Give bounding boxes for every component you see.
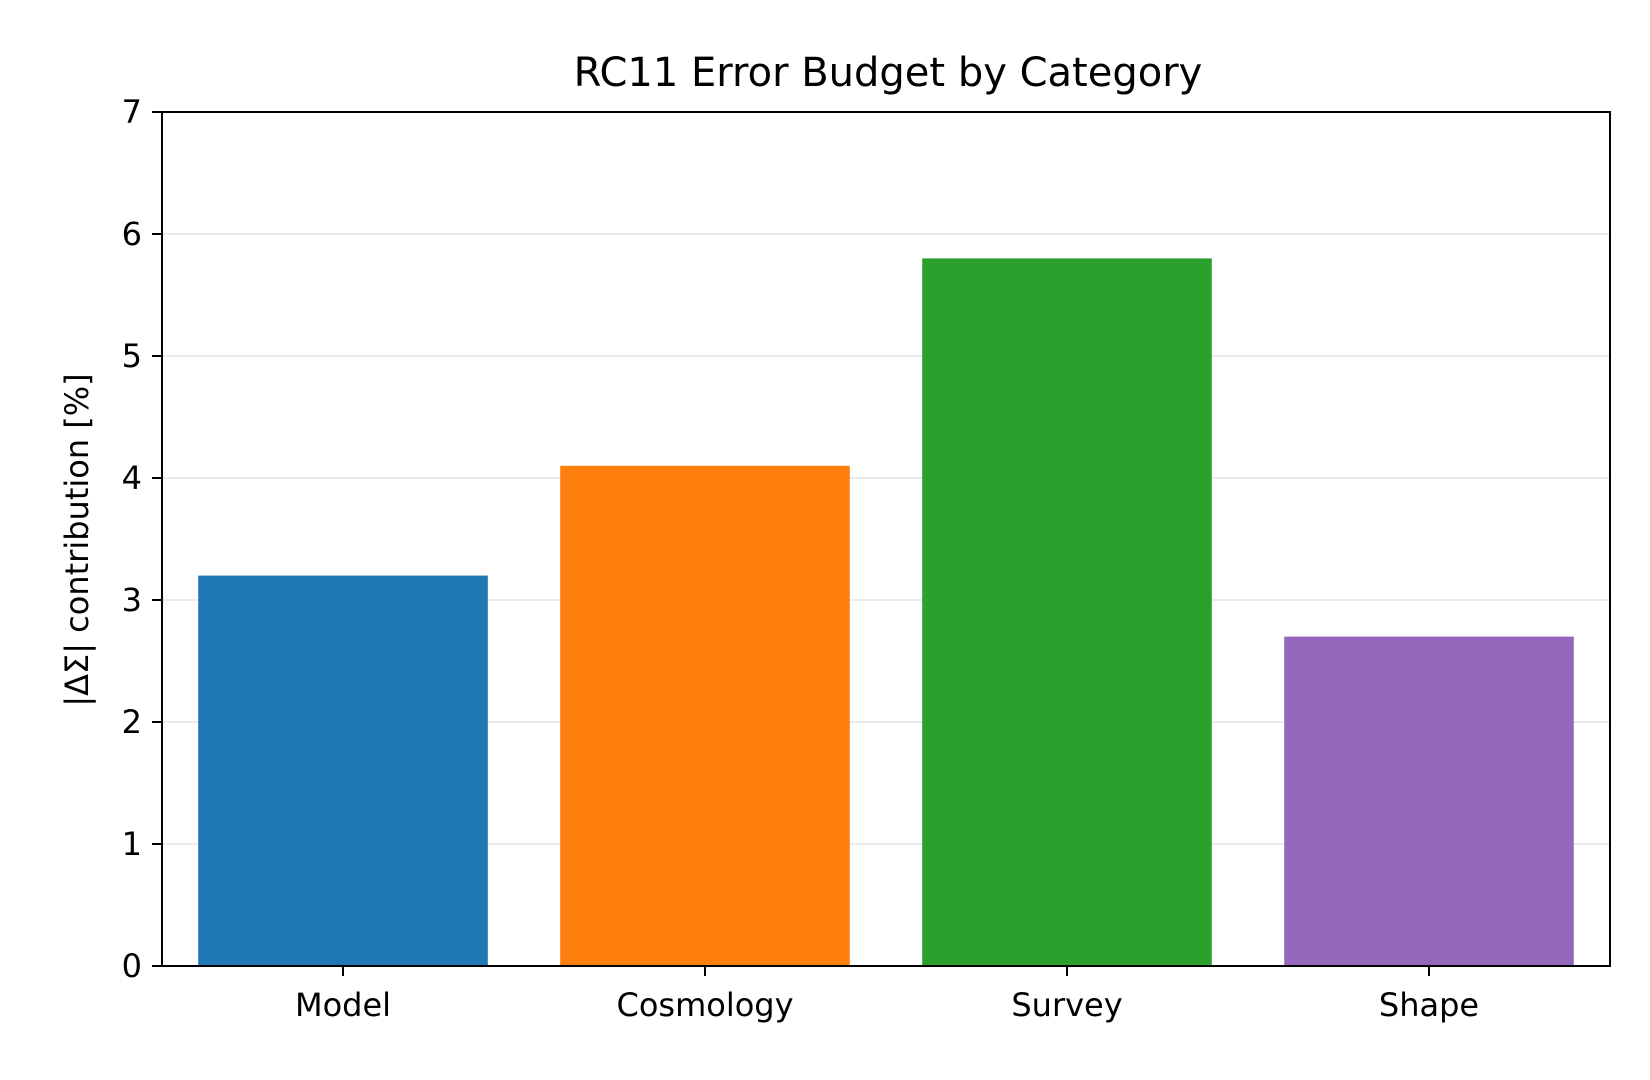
bar-model — [198, 575, 488, 966]
x-tick-label: Cosmology — [616, 986, 793, 1024]
bar-shape — [1284, 636, 1574, 966]
axes-layer: Model Cosmology Survey Shape 0 1 2 3 4 5 6 7 — [122, 93, 1611, 1024]
x-tick-label: Shape — [1379, 986, 1479, 1024]
y-tick-label: 2 — [122, 703, 142, 741]
bars-layer — [198, 258, 1574, 966]
y-tick-label: 6 — [122, 215, 142, 253]
y-axis-label: |ΔΣ| contribution [%] — [58, 373, 96, 706]
x-tick-label: Model — [295, 986, 391, 1024]
x-tick-label: Survey — [1011, 986, 1122, 1024]
y-tick-label: 1 — [122, 825, 142, 863]
bar-survey — [922, 258, 1212, 966]
plot-frame — [161, 111, 1611, 967]
chart-title: RC11 Error Budget by Category — [574, 50, 1203, 96]
y-tick-label: 7 — [122, 93, 142, 131]
y-tick-label: 0 — [122, 947, 142, 985]
bar-cosmology — [560, 465, 850, 966]
y-tick-label: 3 — [122, 581, 142, 619]
y-tick-label: 4 — [122, 459, 142, 497]
y-tick-label: 5 — [122, 337, 142, 375]
